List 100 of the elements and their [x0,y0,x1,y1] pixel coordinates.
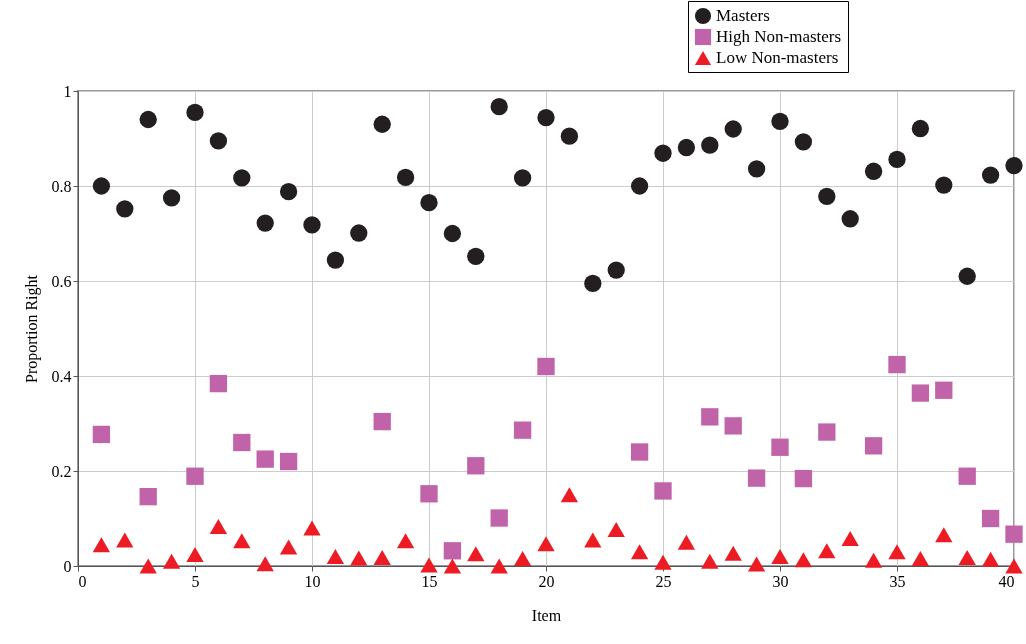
point [841,530,859,546]
point [677,138,696,157]
x-tick-label: 20 [538,572,555,590]
point [701,553,719,569]
point [911,384,930,402]
point [584,532,602,548]
point [935,176,953,194]
y-tick-label: 1 [63,82,72,100]
point [209,132,228,150]
y-tick-label: 0.2 [51,462,72,480]
point [1005,558,1023,574]
x-tick-label: 0 [78,572,87,590]
point [701,136,719,154]
y-axis-title: Proportion Right [22,274,41,384]
point [888,150,906,169]
point [935,527,953,543]
point [701,408,719,426]
point [958,549,976,565]
point [864,552,883,568]
point [747,160,766,178]
point [373,412,391,431]
point [490,509,508,527]
point [794,133,813,151]
point [490,558,508,574]
point [841,210,859,228]
point [1005,156,1023,175]
point [911,550,930,566]
point [537,357,555,376]
point [864,437,883,455]
point [584,274,602,293]
point [818,543,836,559]
x-tick-label: 35 [889,572,906,590]
point [162,189,181,207]
point [92,177,111,195]
point [467,546,485,562]
point [326,549,345,564]
point [233,533,251,549]
point [279,452,298,471]
point [396,533,415,549]
point [92,537,111,553]
point [373,549,391,565]
point [958,467,976,485]
point [209,374,228,393]
legend-label: Masters [716,6,770,25]
point [139,110,157,129]
point [279,539,298,555]
point [537,108,555,127]
y-tick-label: 0 [63,557,72,575]
point [794,552,813,568]
legend-label: High Non-masters [716,27,842,46]
point [1005,525,1023,543]
point [654,554,672,570]
point [513,550,532,566]
point [981,509,1000,528]
point [654,482,672,500]
point [490,98,508,116]
point [958,267,976,285]
point [233,169,251,187]
point [303,520,321,536]
point [467,457,485,475]
point [911,119,930,138]
point [747,469,766,487]
point [209,519,228,535]
point [607,521,625,537]
point [443,542,462,560]
point [396,168,415,187]
point [935,381,953,399]
point [467,247,485,265]
point [233,433,251,452]
point [981,166,1000,184]
point [677,534,696,550]
point [162,553,181,569]
legend-label: Low Non-masters [716,48,839,67]
point [513,421,532,439]
point [724,417,742,435]
y-tick-label: 0.6 [51,272,72,290]
point [771,549,789,564]
point [794,469,813,488]
x-tick-label: 10 [304,572,321,590]
point [771,438,789,456]
point [747,556,766,572]
point [888,544,906,560]
point [139,487,157,506]
point [443,558,462,574]
point [607,261,625,279]
x-tick-label: 5 [191,572,200,590]
point [186,467,204,485]
point [116,532,134,548]
y-tick-label: 0.4 [51,367,72,385]
point [771,112,789,131]
x-tick-label: 25 [655,572,672,590]
point [420,193,438,212]
point [350,550,368,566]
point [256,450,274,468]
x-tick-label: 30 [772,572,789,590]
point [724,545,742,561]
x-tick-label: 40 [998,572,1015,590]
point [981,551,1000,567]
point [303,216,321,234]
point [116,200,134,218]
